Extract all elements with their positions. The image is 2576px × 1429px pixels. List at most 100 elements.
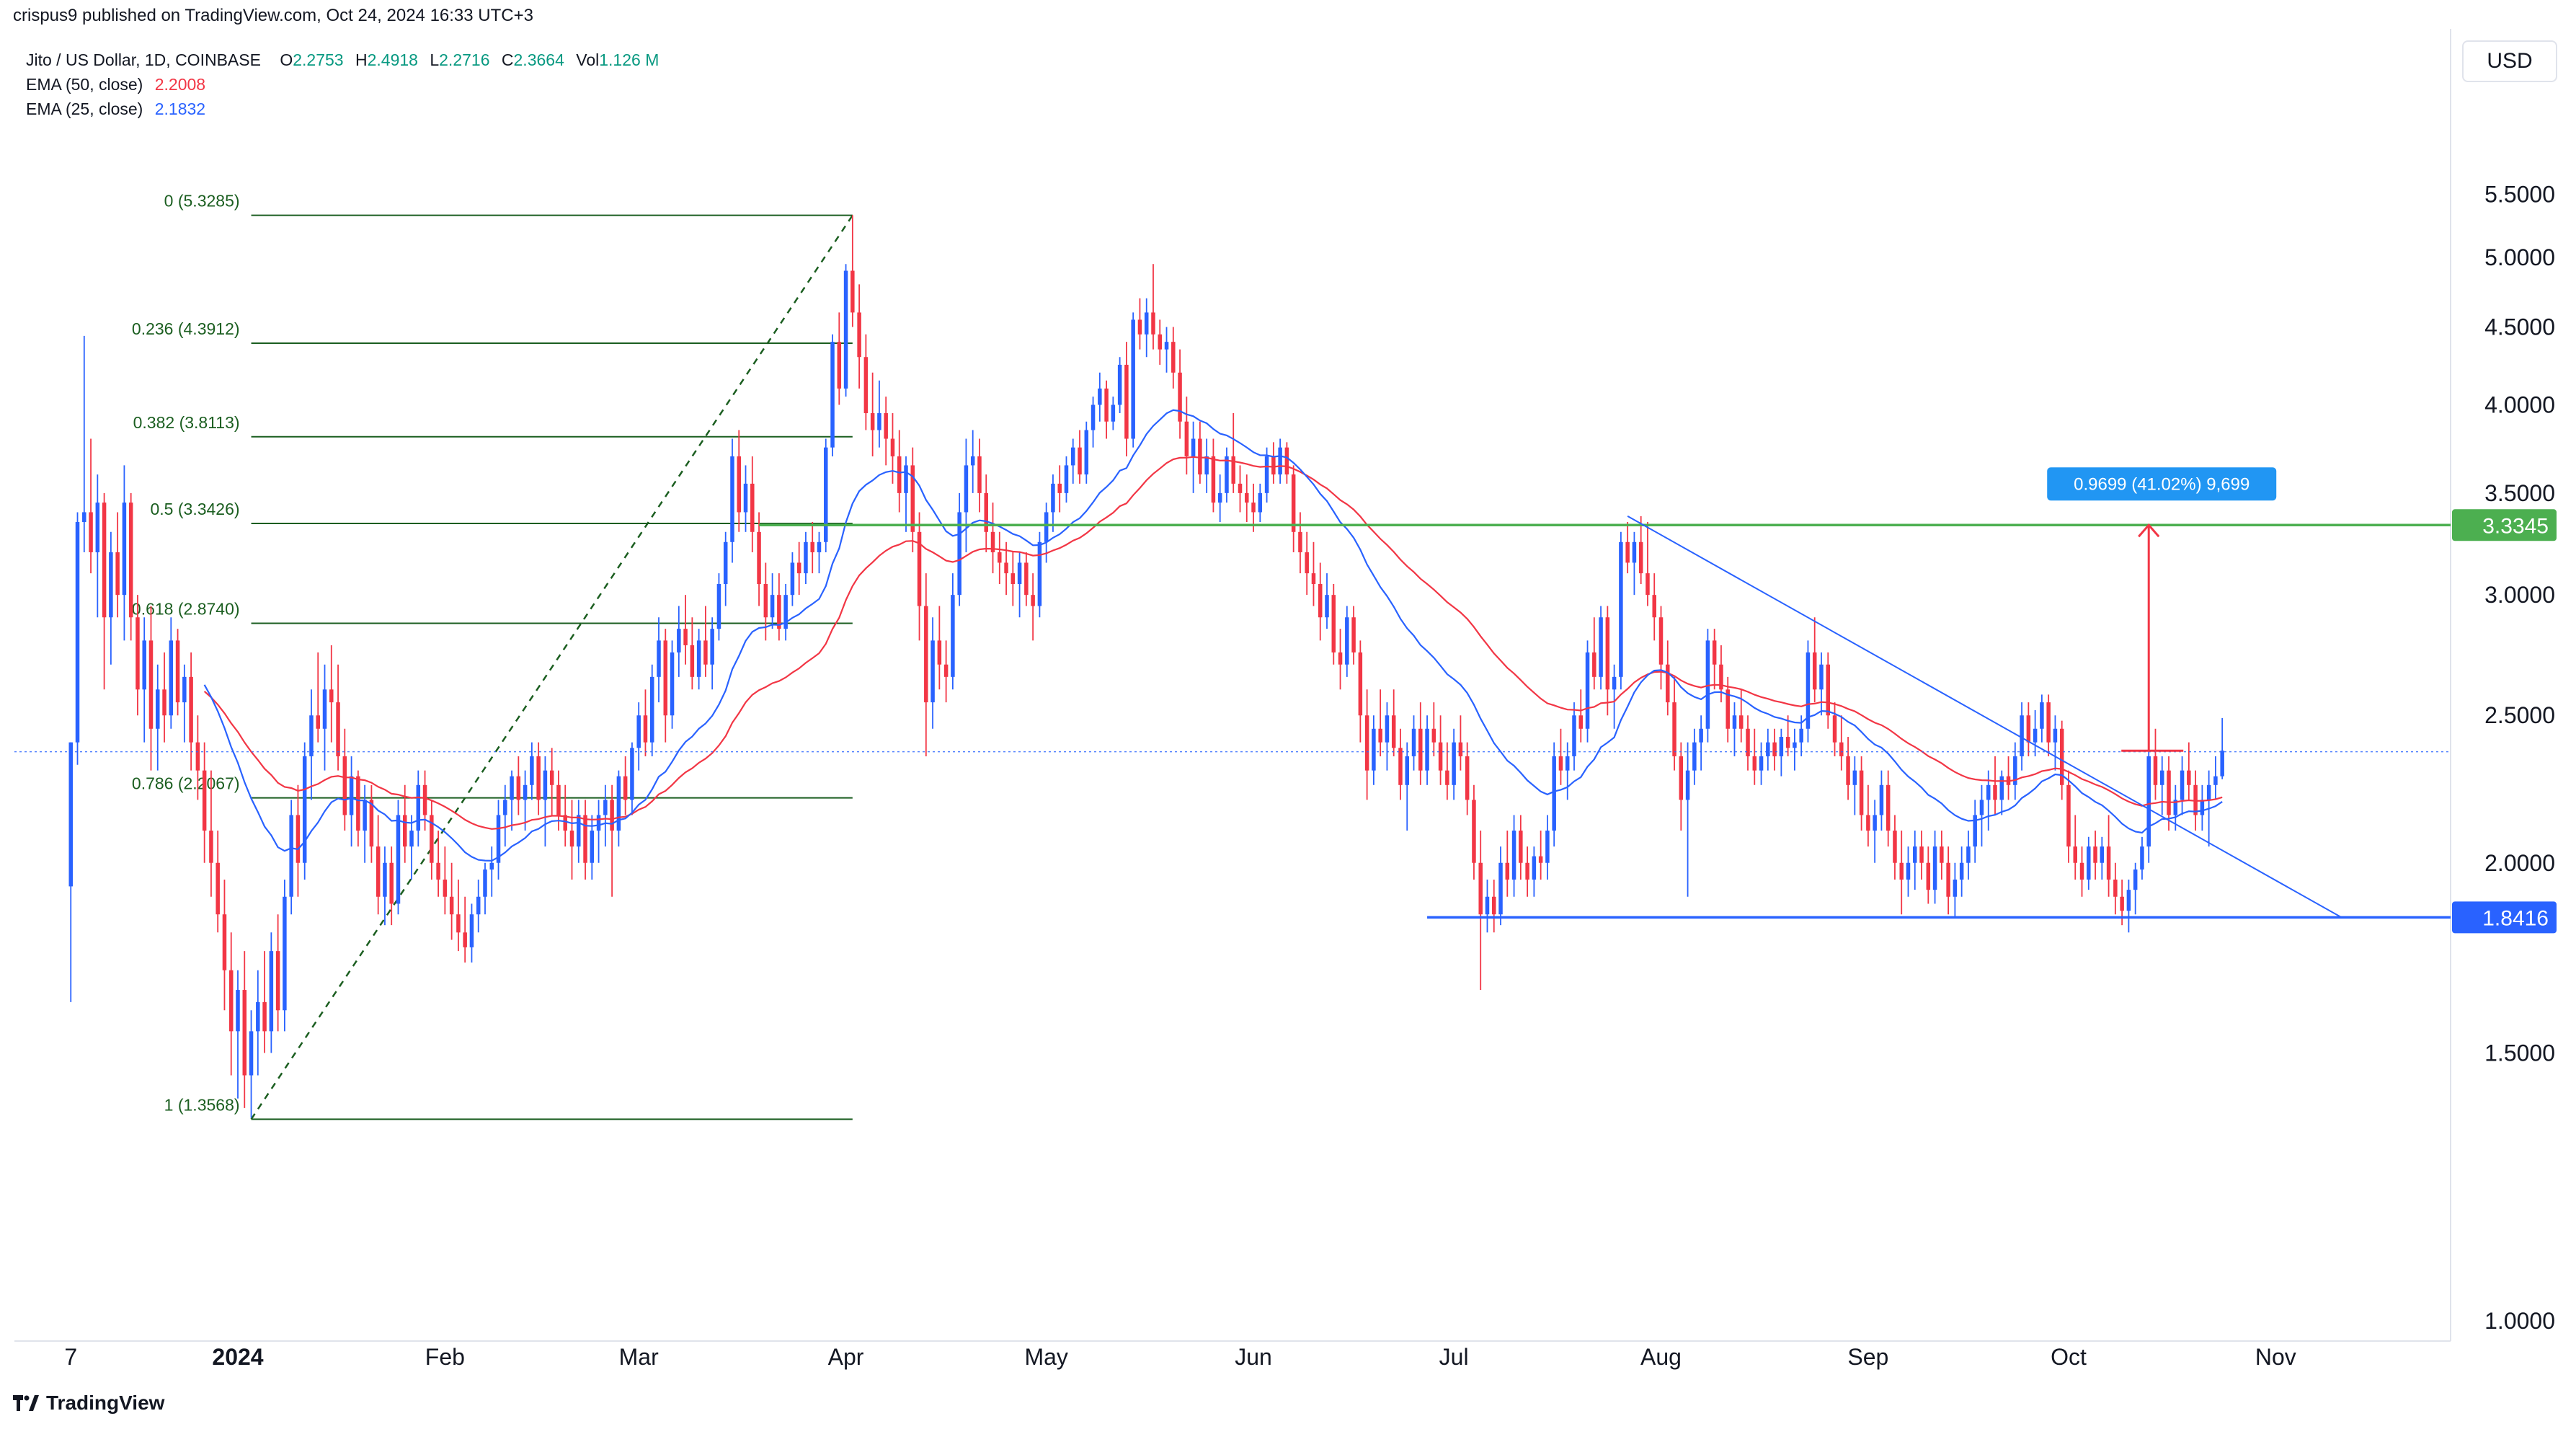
candle-body bbox=[1398, 748, 1403, 785]
candle-body bbox=[1204, 456, 1209, 475]
x-tick-label: Oct bbox=[2051, 1344, 2087, 1370]
candle-body bbox=[1217, 492, 1222, 503]
candle-body bbox=[363, 800, 367, 831]
symbol-name[interactable]: Jito / US Dollar, 1D, COINBASE bbox=[26, 50, 261, 69]
candle-body bbox=[1391, 715, 1396, 748]
resistance-price-tag bbox=[2452, 509, 2557, 541]
candle-body bbox=[1666, 664, 1670, 703]
candle-body bbox=[1311, 573, 1316, 585]
candle-body bbox=[236, 990, 240, 1032]
candle-body bbox=[1037, 541, 1042, 606]
ema50-row[interactable]: EMA (50, close) 2.2008 bbox=[26, 72, 659, 97]
candle-body bbox=[770, 595, 775, 618]
candle-body bbox=[1071, 447, 1075, 466]
candle-body bbox=[2160, 770, 2164, 785]
candle-body bbox=[1492, 896, 1496, 915]
y-tick-label: 5.5000 bbox=[2484, 182, 2555, 208]
candle-body bbox=[536, 756, 541, 800]
support-price-tag bbox=[2452, 901, 2557, 934]
candle-body bbox=[483, 869, 487, 897]
candle-body bbox=[222, 914, 227, 970]
candle-body bbox=[1191, 438, 1196, 456]
x-tick-label: 2024 bbox=[212, 1344, 263, 1370]
candle-body bbox=[837, 342, 842, 389]
candle-body bbox=[1364, 715, 1369, 771]
candle-body bbox=[169, 640, 174, 716]
candle-body bbox=[1211, 456, 1216, 503]
candle-body bbox=[2026, 715, 2031, 743]
drawings[interactable]: 0.9699 (41.02%) 9,699 bbox=[14, 467, 2451, 919]
candle-body bbox=[1305, 552, 1309, 574]
candle-body bbox=[122, 503, 127, 596]
candle-body bbox=[1899, 862, 1904, 880]
candle-body bbox=[730, 456, 734, 542]
support-price-label: 1.8416 bbox=[2482, 906, 2549, 930]
candle-body bbox=[1793, 742, 1797, 748]
candle-body bbox=[283, 896, 287, 1011]
x-tick-label: Feb bbox=[425, 1344, 465, 1370]
currency-button[interactable]: USD bbox=[2462, 40, 2557, 82]
candle-body bbox=[449, 896, 454, 915]
candle-body bbox=[2120, 896, 2124, 911]
vol-label: Vol bbox=[576, 50, 600, 69]
candle-body bbox=[583, 815, 587, 863]
candle-body bbox=[1946, 862, 1950, 897]
candle-body bbox=[990, 531, 995, 553]
candle-body bbox=[2073, 846, 2077, 863]
candle-body bbox=[416, 784, 421, 831]
candle-body bbox=[128, 503, 133, 618]
candle-body bbox=[810, 541, 814, 553]
candle-body bbox=[2153, 756, 2158, 785]
candle-body bbox=[1124, 364, 1129, 439]
candle-body bbox=[1873, 815, 1877, 831]
candle-body bbox=[269, 951, 274, 1032]
candle-body bbox=[690, 645, 695, 677]
x-tick-label: Aug bbox=[1640, 1344, 1682, 1370]
candle-body bbox=[884, 413, 888, 439]
candle-body bbox=[422, 784, 427, 815]
candle-body bbox=[1812, 652, 1817, 690]
candle-body bbox=[1953, 879, 1958, 897]
candle-body bbox=[336, 702, 340, 756]
candle-body bbox=[1979, 800, 1984, 815]
candle-body bbox=[777, 595, 781, 629]
candle-body bbox=[649, 676, 654, 743]
candle-body bbox=[563, 815, 567, 831]
candle-body bbox=[577, 815, 581, 847]
axes: 1.0000 1.5000 2.0000 2.5000 3.0000 3.5000 4.00… bbox=[14, 29, 2555, 1370]
fib-level-label: 0.382 (3.8113) bbox=[133, 413, 240, 432]
footer-brand[interactable]: TradingView bbox=[13, 1392, 164, 1415]
candle-body bbox=[2167, 770, 2171, 815]
candle-body bbox=[242, 990, 247, 1076]
candle-body bbox=[2140, 846, 2144, 870]
candle-body bbox=[322, 689, 327, 729]
candle-body bbox=[1084, 430, 1089, 475]
ema50-value: 2.2008 bbox=[154, 75, 206, 94]
candle-body bbox=[1785, 737, 1790, 748]
candle-body bbox=[603, 800, 608, 815]
candle-body bbox=[1151, 312, 1155, 335]
ema25-row[interactable]: EMA (25, close) 2.1832 bbox=[26, 97, 659, 121]
candle-body bbox=[2059, 728, 2064, 785]
candle-body bbox=[917, 531, 922, 606]
candle-body bbox=[496, 815, 501, 863]
candle-body bbox=[843, 270, 848, 389]
candle-body bbox=[1658, 617, 1664, 665]
candle-body bbox=[943, 664, 949, 677]
candle-body bbox=[1117, 364, 1122, 405]
candle-body bbox=[2200, 800, 2205, 815]
candle-body bbox=[409, 831, 414, 847]
candle-body bbox=[2133, 869, 2138, 890]
candle-body bbox=[1131, 319, 1135, 439]
candle-body bbox=[1799, 728, 1803, 743]
candle-body bbox=[1726, 689, 1730, 729]
candle-body bbox=[931, 640, 935, 703]
candle-body bbox=[1645, 573, 1650, 596]
candle-body bbox=[329, 689, 334, 703]
fib-retracement[interactable]: 0 (5.3285) 0.236 (4.3912) 0.382 (3.8113) 0.… bbox=[132, 192, 853, 1120]
candle-body bbox=[549, 770, 554, 785]
candle-body bbox=[1004, 562, 1008, 574]
candle-body bbox=[476, 896, 481, 915]
candle-body bbox=[75, 522, 80, 743]
